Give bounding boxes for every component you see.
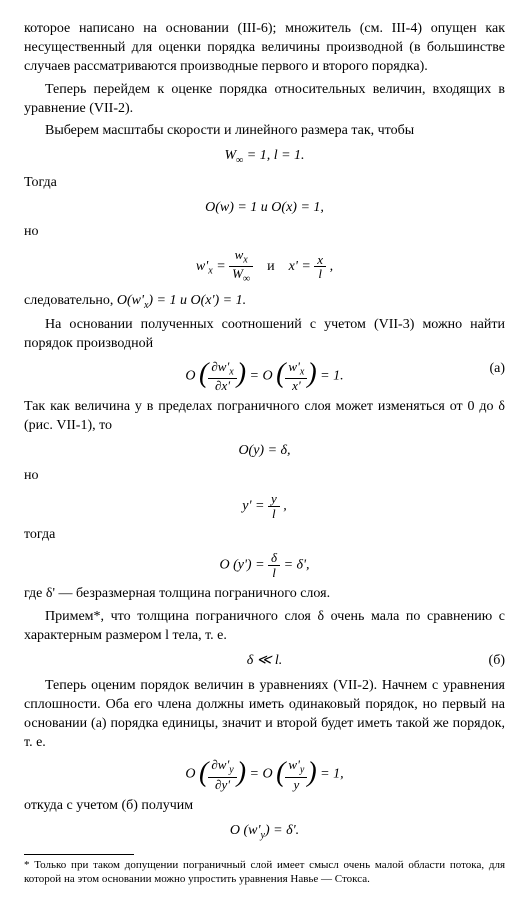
eq-3: w'x = wxW∞ и x' = xl ,: [24, 248, 505, 285]
eq3-rden: l: [314, 267, 326, 281]
eq1-w: W: [224, 148, 236, 163]
eq-7: O (y') = δl = δ',: [24, 551, 505, 579]
eqB-body: δ ≪ l.: [247, 653, 283, 668]
eq-1: W∞ = 1, l = 1.: [24, 147, 505, 167]
para-4: следовательно, O(w'x) = 1 и O(x') = 1.: [24, 292, 505, 312]
eq6-den: l: [268, 507, 280, 521]
footnote-rule: [24, 854, 134, 855]
eq3-lden: W: [232, 266, 243, 281]
p4c: ) = 1 и O(x') = 1.: [148, 293, 246, 308]
eq1-tail: = 1, l = 1.: [243, 148, 304, 163]
para-8: Примем*, что толщина пограничного слоя δ…: [24, 608, 505, 646]
eq8-den: ∂y': [208, 778, 236, 792]
eq8-rnum: w': [288, 757, 299, 772]
eq-6: y' = yl ,: [24, 492, 505, 520]
para-7: где δ' — безразмерная толщина погранично…: [24, 585, 505, 604]
eq3-lead: w': [196, 259, 208, 274]
eq8-numsub: y: [229, 765, 233, 776]
no-2: но: [24, 467, 505, 486]
eq-5: O(y) = δ,: [24, 442, 505, 461]
eq7-den: l: [268, 566, 280, 580]
eqA-numsub: x: [229, 366, 233, 377]
eq8-num: ∂w': [211, 757, 229, 772]
para-2: Теперь перейдем к оценке порядка относит…: [24, 81, 505, 119]
eqA-rnum: w': [288, 359, 299, 374]
eq7-num: δ: [268, 551, 280, 566]
eqA-rden: x': [285, 379, 307, 393]
togda-2: тогда: [24, 526, 505, 545]
eqA-num: ∂w': [211, 359, 229, 374]
no-1: но: [24, 223, 505, 242]
eq-a: O (∂w'x∂x') = O (w'xx') = 1. (а): [24, 360, 505, 393]
eq6-num: y: [268, 492, 280, 507]
eqA-den: ∂x': [208, 379, 236, 393]
eqA-rnumsub: x: [300, 366, 304, 377]
para-10: откуда с учетом (б) получим: [24, 797, 505, 816]
eq-9: O (w'y) = δ'.: [24, 822, 505, 842]
para-5: На основании полученных соотношений с уч…: [24, 316, 505, 354]
eq3-ldensub: ∞: [243, 274, 250, 285]
eq6-lead: y' =: [242, 498, 264, 513]
para-9: Теперь оценим порядок величин в уравнени…: [24, 677, 505, 753]
eq7-tail: = δ',: [284, 557, 310, 572]
para-6: Так как величина y в пределах погранично…: [24, 398, 505, 436]
p4a: следовательно,: [24, 293, 117, 308]
eq3-rlead: x' =: [289, 259, 311, 274]
eqB-tag: (б): [489, 652, 505, 671]
togda-1: Тогда: [24, 174, 505, 193]
eq8-rnumsub: y: [300, 765, 304, 776]
eq-8: O (∂w'y∂y') = O (w'yy) = 1,: [24, 758, 505, 791]
eq3-rnum: x: [314, 253, 326, 268]
eq8-rden: y: [285, 778, 307, 792]
eq-2: O(w) = 1 и O(x) = 1,: [24, 199, 505, 218]
footnote: * Только при таком допущении пограничный…: [24, 859, 505, 887]
eqA-tag: (а): [489, 360, 505, 379]
eq3-leadsub: x: [208, 266, 212, 277]
eq3-lnum: w: [235, 247, 244, 262]
eq9-a: O (w': [230, 823, 261, 838]
eq3-lnumsub: x: [243, 255, 247, 266]
para-3: Выберем масштабы скорости и линейного ра…: [24, 122, 505, 141]
eq-b: δ ≪ l. (б): [24, 652, 505, 671]
eq7-lead: O (y') =: [219, 557, 264, 572]
eq3-i: и: [267, 259, 275, 274]
eq9-b: ) = δ'.: [265, 823, 299, 838]
para-1: которое написано на основании (III-6); м…: [24, 20, 505, 77]
p4b: O(w': [117, 293, 144, 308]
